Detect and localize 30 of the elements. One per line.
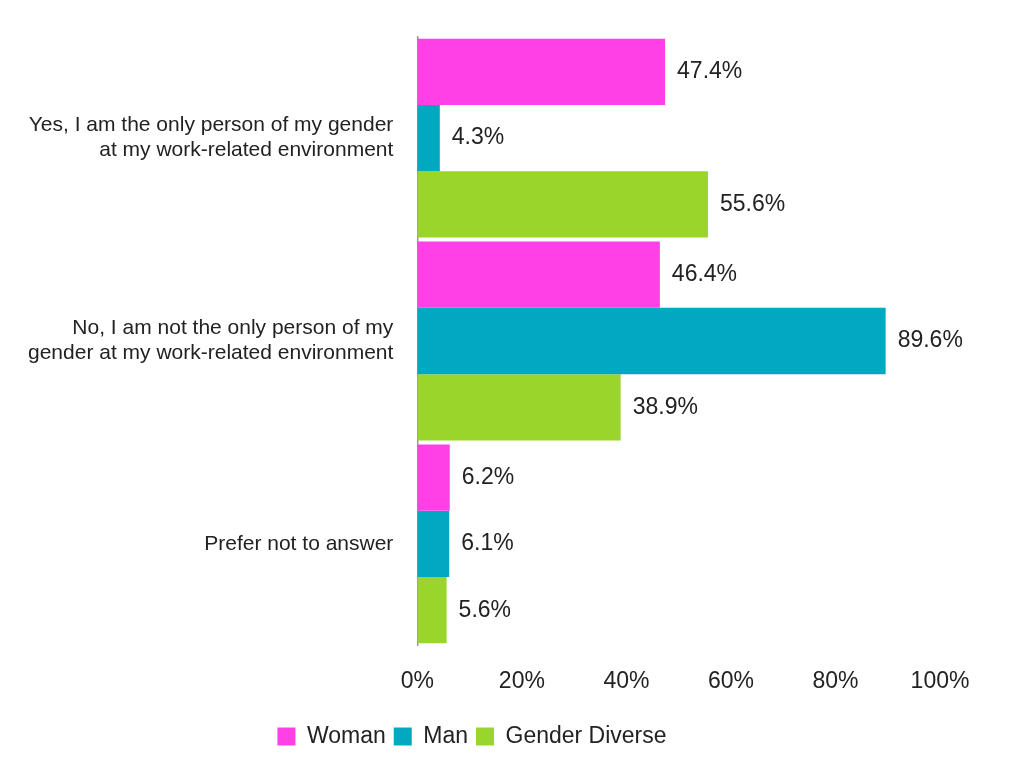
bar (417, 307, 886, 375)
bar (417, 38, 666, 105)
bar (417, 374, 621, 441)
data-label: 6.1% (461, 529, 514, 556)
bar (417, 171, 708, 238)
legend-label: Man (423, 721, 469, 748)
y-tick-label: No, I am not the only person of my gender at my work-related environment (27, 315, 394, 364)
data-label: 46.4% (671, 260, 738, 287)
bar (417, 510, 450, 578)
x-tick-label: 40% (603, 666, 650, 693)
bar (417, 104, 440, 172)
data-label: 6.2% (461, 462, 515, 489)
x-tick-label: 60% (707, 666, 754, 693)
x-tick-label: 0% (400, 666, 434, 693)
x-tick-label: 80% (812, 666, 859, 693)
bar (417, 577, 447, 644)
y-tick-label: Yes, I am the only person of my gender at my work-related environment (28, 112, 394, 161)
bar (417, 444, 450, 511)
bar (417, 241, 660, 308)
data-label: 38.9% (632, 392, 698, 419)
data-label: 89.6% (897, 326, 963, 353)
y-tick-label: Prefer not to answer (204, 530, 394, 554)
x-tick-label: 20% (498, 666, 545, 693)
legend-label: Gender Diverse (505, 721, 667, 748)
x-tick-label: 100% (910, 666, 970, 693)
data-label: 5.6% (458, 595, 512, 622)
data-label: 47.4% (677, 57, 743, 84)
data-label: 55.6% (719, 189, 786, 216)
legend-label: Woman (306, 721, 386, 748)
data-label: 4.3% (451, 123, 505, 150)
